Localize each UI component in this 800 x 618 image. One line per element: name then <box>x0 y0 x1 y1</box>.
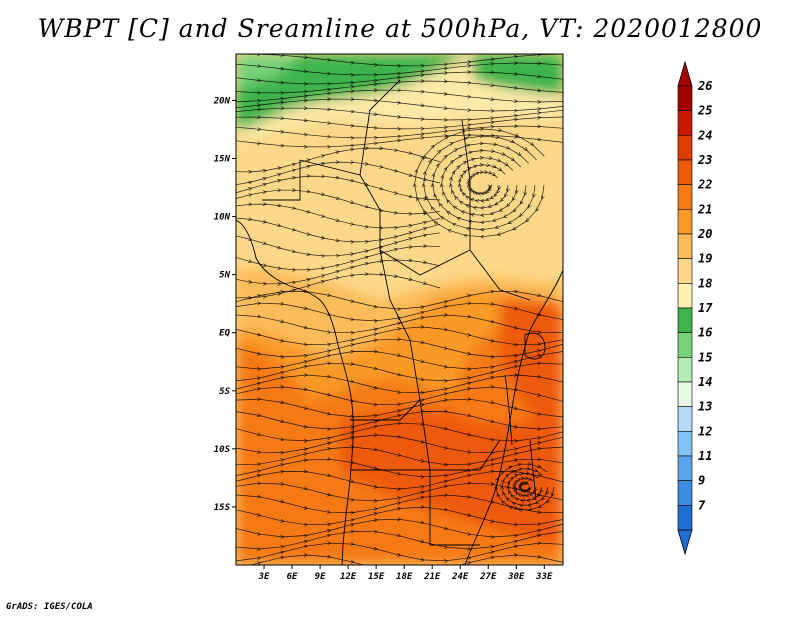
longitude-axis: 3E 6E 9E 12E 15E 18E 21E 24E 27E 30E 33E <box>258 565 553 582</box>
colorbar-cell <box>677 505 693 531</box>
colorbar-cell <box>677 332 693 358</box>
streamline <box>415 129 545 237</box>
colorbar-cell <box>677 283 693 309</box>
colorbar-cell <box>677 258 693 284</box>
lon-tick-label: 18E <box>396 572 413 582</box>
map-frame <box>235 53 564 566</box>
colorbar-cell <box>677 233 693 259</box>
colorbar: 26 25 24 23 22 21 20 19 18 17 16 15 14 13 12 11 9 7 <box>677 60 713 556</box>
colorbar-cell <box>677 159 693 185</box>
streamline <box>249 555 563 565</box>
border-6 <box>469 249 531 301</box>
lon-tick-label: 27E <box>479 572 497 582</box>
lake-tanganyika <box>504 374 513 446</box>
colorbar-label: 15 <box>698 350 712 364</box>
colorbar-cell <box>677 381 693 407</box>
lake-victoria <box>524 332 546 360</box>
colorbar-label: 16 <box>698 326 712 340</box>
colorbar-cell <box>677 357 693 383</box>
lon-tick-label: 30E <box>507 572 525 582</box>
west-africa-coast <box>236 219 354 565</box>
colorbar-label: 13 <box>698 400 712 414</box>
lon-tick-label: 12E <box>340 572 357 582</box>
lat-tick-label: 5S <box>219 387 230 397</box>
lat-tick-label: 20N <box>213 96 231 106</box>
colorbar-bottom-arrow <box>677 529 693 556</box>
colorbar-cell <box>677 184 693 210</box>
colorbar-cell <box>677 480 693 506</box>
colorbar-cell <box>677 110 693 136</box>
colorbar-label: 9 <box>698 474 705 488</box>
streamlines <box>236 54 563 565</box>
lat-tick-label: EQ <box>219 329 230 339</box>
latitude-axis: 20N 15N 10N 5N EQ 5S 10S 15S <box>213 96 236 513</box>
colorbar-label: 20 <box>697 227 712 241</box>
border-1 <box>299 119 471 276</box>
colorbar-label: 12 <box>698 424 712 438</box>
colorbar-label: 18 <box>698 276 712 290</box>
lat-tick-label: 10S <box>214 445 231 455</box>
colorbar-label: 19 <box>698 252 712 266</box>
colorbar-cell <box>677 406 693 432</box>
colorbar-label: 7 <box>698 498 706 512</box>
border-3 <box>350 249 421 421</box>
border-5 <box>350 469 480 546</box>
map-panel <box>236 54 563 565</box>
lat-tick-label: 5N <box>219 271 230 281</box>
lat-tick-label: 15S <box>214 503 231 513</box>
colorbar-label: 21 <box>697 202 712 216</box>
colorbar-cell <box>677 455 693 481</box>
colorbar-label: 14 <box>698 375 712 389</box>
colorbar-label: 26 <box>697 79 712 93</box>
border-7 <box>262 160 301 201</box>
colorbar-label: 24 <box>697 128 712 142</box>
streamline <box>496 464 554 510</box>
colorbar-label: 17 <box>698 301 713 315</box>
colorbar-cell <box>677 85 693 111</box>
colorbar-label: 23 <box>697 153 712 167</box>
lon-tick-label: 24E <box>451 572 469 582</box>
colorbar-cell <box>677 135 693 161</box>
lat-tick-label: 15N <box>214 155 231 165</box>
lon-tick-label: 6E <box>287 572 298 582</box>
lon-tick-label: 3E <box>258 572 270 582</box>
colorbar-cell <box>677 431 693 457</box>
lat-tick-label: 10N <box>214 213 231 223</box>
map-title: WBPT [C] and Sreamline at 500hPa, VT: 20… <box>37 14 763 43</box>
colorbar-cell <box>677 209 693 235</box>
lon-tick-label: 9E <box>315 572 326 582</box>
lon-tick-label: 33E <box>535 572 553 582</box>
border-4 <box>419 399 501 471</box>
lon-tick-label: 15E <box>368 572 385 582</box>
border-2 <box>359 79 401 176</box>
colorbar-top-arrow <box>677 60 693 87</box>
colorbar-label: 25 <box>697 104 712 118</box>
colorbar-label: 22 <box>697 178 712 192</box>
lon-tick-label: 21E <box>423 572 441 582</box>
grads-credit: GrADS: IGES/COLA <box>6 602 93 612</box>
coastlines <box>236 79 563 565</box>
colorbar-cell <box>677 307 693 333</box>
colorbar-label: 11 <box>698 449 712 463</box>
lake-malawi <box>529 439 537 501</box>
